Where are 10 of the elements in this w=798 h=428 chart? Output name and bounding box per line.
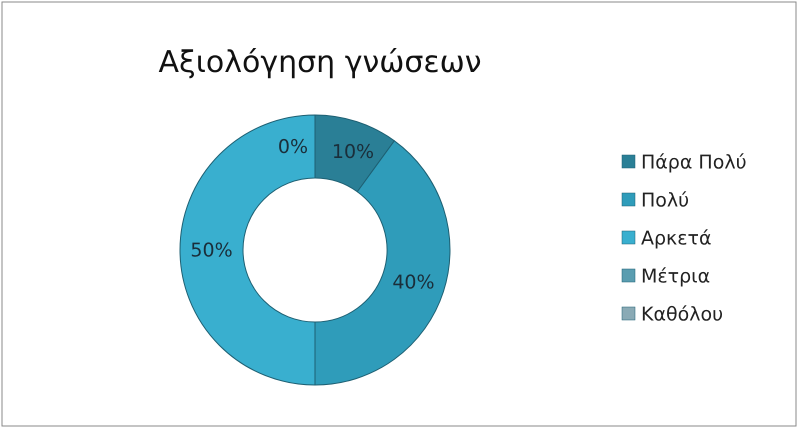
data-label: 10% (332, 141, 374, 164)
legend-label: Πολύ (641, 190, 690, 212)
legend-label: Αρκετά (641, 228, 712, 250)
data-label: 40% (392, 272, 435, 294)
chart-title: Αξιολόγηση γνώσεων (158, 45, 482, 80)
data-label: 50% (190, 240, 233, 262)
legend-label: Πάρα Πολύ (641, 152, 747, 174)
legend-label: Μέτρια (641, 266, 710, 288)
text: 0% (278, 136, 308, 158)
legend-label: Καθόλου (641, 304, 724, 326)
